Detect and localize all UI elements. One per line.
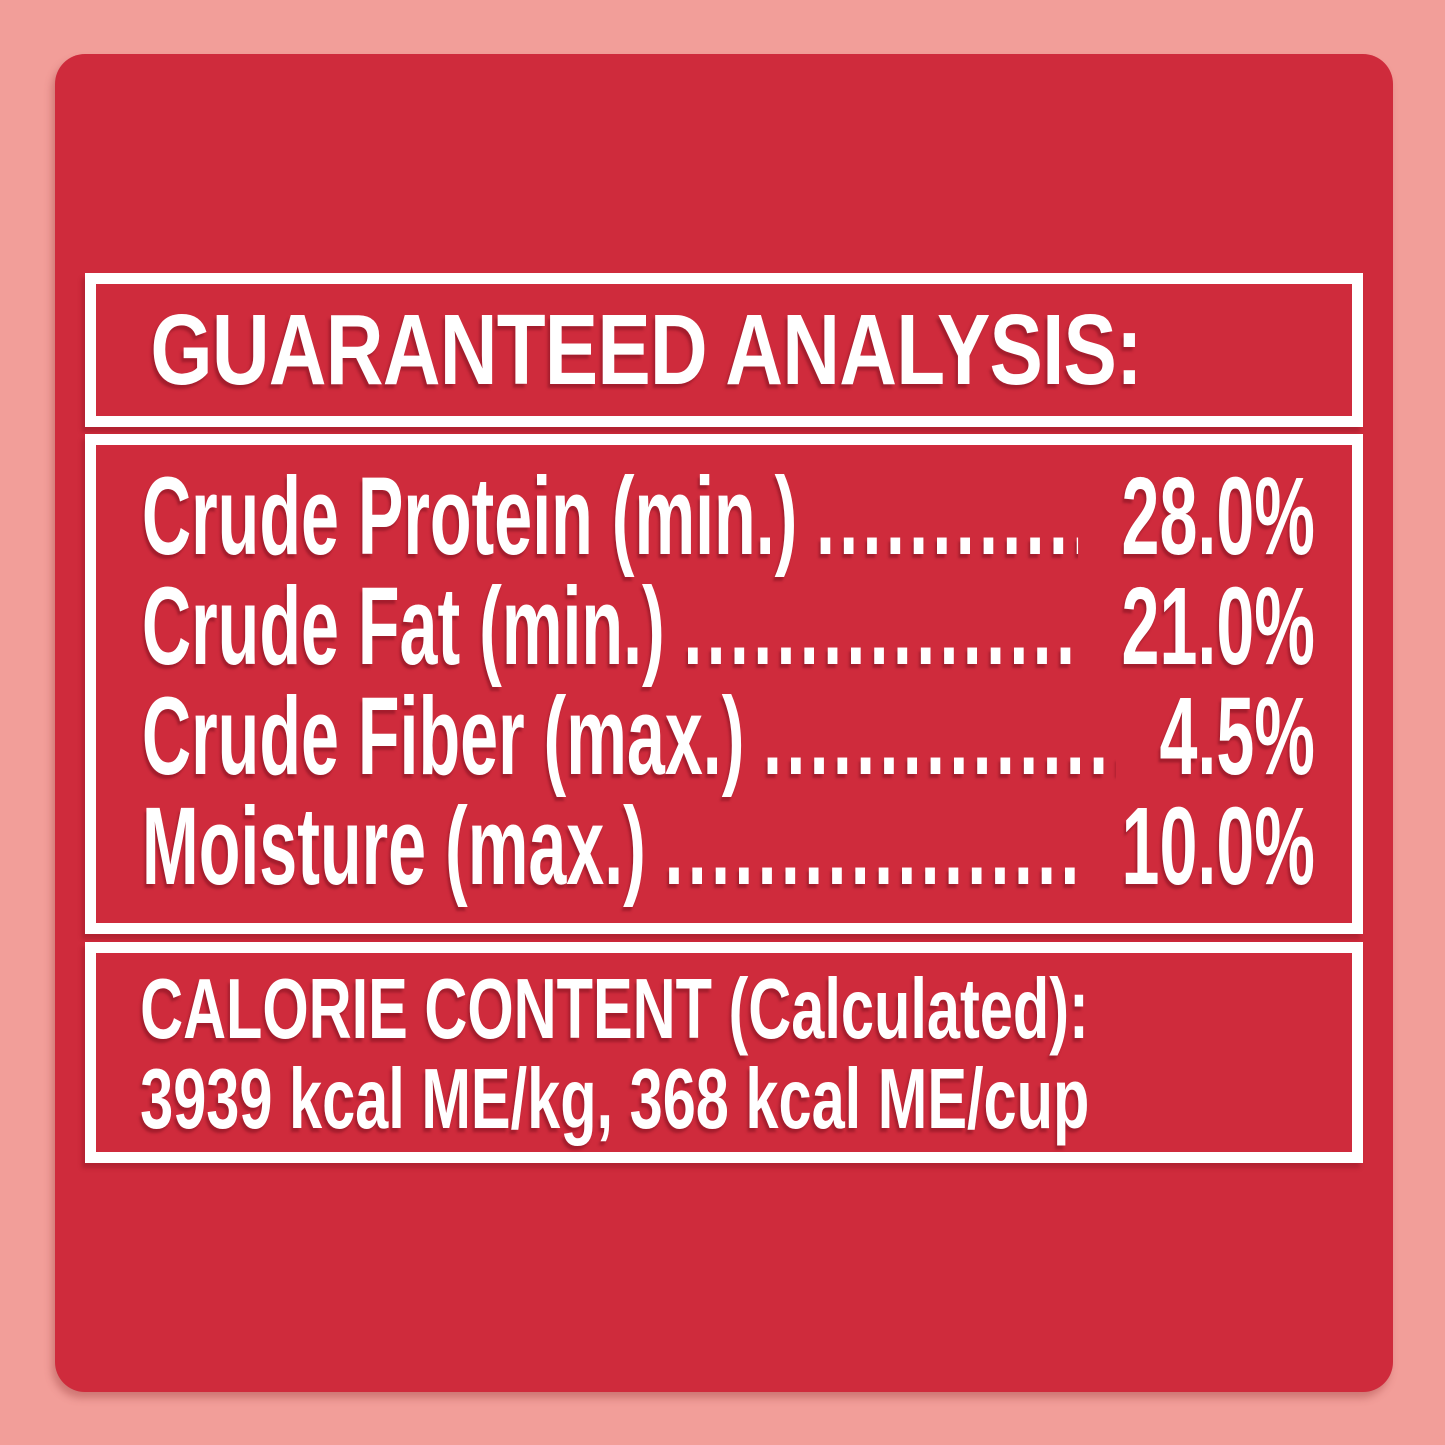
nutrient-value: 21.0% — [1121, 565, 1315, 688]
calorie-values: 3939 kcal ME/kg, 368 kcal ME/cup — [140, 1052, 1090, 1147]
guaranteed-analysis-box: GUARANTEED ANALYSIS: — [85, 273, 1363, 427]
guaranteed-analysis-title: GUARANTEED ANALYSIS: — [150, 294, 1142, 406]
analysis-row-moisture: Moisture (max.) ........................… — [96, 792, 1352, 902]
nutrient-value: 28.0% — [1121, 455, 1315, 578]
nutrition-panel: GUARANTEED ANALYSIS: Crude Protein (min.… — [55, 54, 1393, 1392]
analysis-table-box: Crude Protein (min.) ...................… — [85, 434, 1363, 934]
dot-leader: ........................................ — [664, 792, 1078, 902]
calorie-box: CALORIE CONTENT (Calculated): 3939 kcal … — [85, 942, 1363, 1163]
dot-leader: ........................................ — [763, 682, 1116, 792]
nutrient-label: Crude Fiber (max.) — [141, 675, 745, 798]
calorie-content: CALORIE CONTENT (Calculated): 3939 kcal … — [96, 953, 1352, 1147]
analysis-rows: Crude Protein (min.) ...................… — [96, 445, 1352, 902]
dot-leader: ........................................ — [683, 572, 1079, 682]
analysis-row-crude-fat: Crude Fat (min.) .......................… — [96, 572, 1352, 682]
nutrient-label: Crude Fat (min.) — [141, 565, 665, 688]
nutrient-value: 10.0% — [1121, 785, 1315, 908]
nutrient-label: Moisture (max.) — [141, 785, 646, 908]
calorie-title: CALORIE CONTENT (Calculated): — [140, 962, 1089, 1057]
analysis-row-crude-fiber: Crude Fiber (max.) .....................… — [96, 682, 1352, 792]
nutrient-label: Crude Protein (min.) — [141, 455, 798, 578]
analysis-row-crude-protein: Crude Protein (min.) ...................… — [96, 462, 1352, 572]
nutrient-value: 4.5% — [1159, 675, 1315, 798]
dot-leader: ........................................ — [815, 462, 1078, 572]
